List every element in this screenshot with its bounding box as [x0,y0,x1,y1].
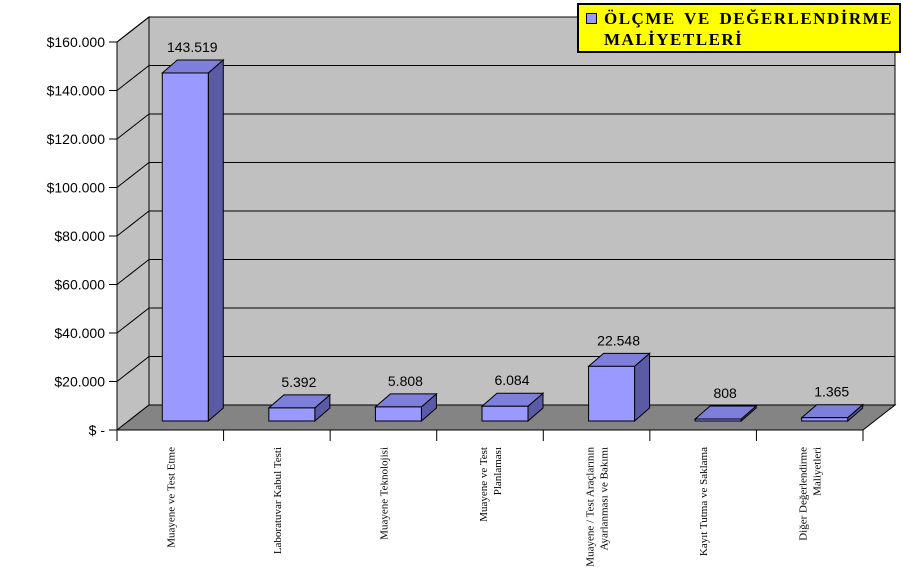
bar-front [481,405,529,422]
bar-side [207,58,224,423]
category-label: Kayıt Tutma ve Saklama [698,447,710,556]
gridline [116,162,150,188]
category-label: Muayene Teknolojisi [378,447,390,540]
gridline [116,210,150,237]
category-label: Maliyetleri [812,447,824,496]
y-tick-label: $60.000 [54,277,105,293]
y-tick-label: $120.000 [47,131,106,147]
y-tick-label: $20.000 [54,374,105,390]
value-label: 22.548 [597,332,640,348]
category-label: Muayene ve Test [478,447,490,522]
legend-marker-icon [586,13,597,24]
bar-front [268,407,316,422]
category-label: Muayene / Test Araçlarının [585,447,597,567]
chart-legend: ÖLÇME VE DEĞERLENDİRME MALİYETLERİ [577,3,901,53]
bar-front [588,365,636,422]
gridline [116,307,150,334]
gridline [116,16,150,43]
value-label: 143.519 [167,39,218,55]
y-tick-label: $100.000 [47,180,106,196]
category-label: Diğer Değerlendirme [798,447,810,541]
value-label: 5.808 [388,373,423,389]
category-label: Ayarlanması ve Bakımı [599,447,611,550]
y-tick-label: $160.000 [47,34,106,50]
value-label: 808 [713,385,737,401]
y-tick-label: $ - [89,422,106,438]
y-tick-label: $40.000 [54,325,105,341]
value-label: 5.392 [281,374,316,390]
category-label: Laboratuvar Kabul Testi [272,447,284,554]
y-tick-label: $80.000 [54,228,105,244]
gridline [116,113,150,140]
bar-front [801,417,849,422]
y-tick-label: $140.000 [47,83,106,99]
bar-front [694,418,742,422]
bar-front [374,406,422,422]
gridline [116,356,150,382]
value-label: 6.084 [494,372,529,388]
category-label: Planlaması [492,447,504,495]
gridline [116,65,150,91]
bar-front [161,72,209,422]
gridline [116,259,150,285]
value-label: 1.365 [814,384,849,400]
legend-label: ÖLÇME VE DEĞERLENDİRME MALİYETLERİ [604,9,893,49]
category-label: Muayene ve Test Etme [165,447,177,548]
